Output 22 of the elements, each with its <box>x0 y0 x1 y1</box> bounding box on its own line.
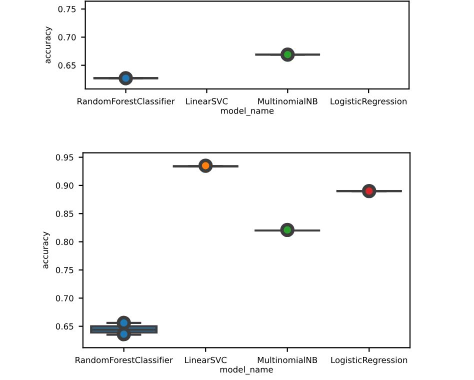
y-tick-label: 0.65 <box>56 323 74 330</box>
y-tick-label: 0.70 <box>58 34 76 40</box>
x-tick-label: MultinomialNB <box>258 98 318 104</box>
y-tick-label: 0.85 <box>56 210 74 217</box>
x-tick-label: RandomForestClassifier <box>76 356 173 364</box>
y-axis-title: accuracy <box>46 26 52 64</box>
x-axis-title: model_name <box>220 366 273 374</box>
y-tick-label: 0.65 <box>58 62 76 69</box>
x-tick-label: LinearSVC <box>185 356 226 364</box>
y-tick-label: 0.75 <box>56 266 74 274</box>
y-tick-label: 0.90 <box>56 182 74 189</box>
x-tick-label: MultinomialNB <box>258 356 318 364</box>
x-axis-title: model_name <box>221 107 274 116</box>
y-tick-label: 0.80 <box>56 238 74 246</box>
x-tick-label: LogisticRegression <box>330 98 407 106</box>
y-tick-label: 0.95 <box>56 154 74 161</box>
y-tick-label: 0.70 <box>56 295 74 302</box>
x-tick-label: LinearSVC <box>186 98 228 104</box>
y-axis-title: accuracy <box>43 232 50 269</box>
x-tick-label: LogisticRegression <box>331 356 408 365</box>
x-tick-label: RandomForestClassifier <box>78 98 175 104</box>
y-tick-label: 0.75 <box>58 6 76 12</box>
